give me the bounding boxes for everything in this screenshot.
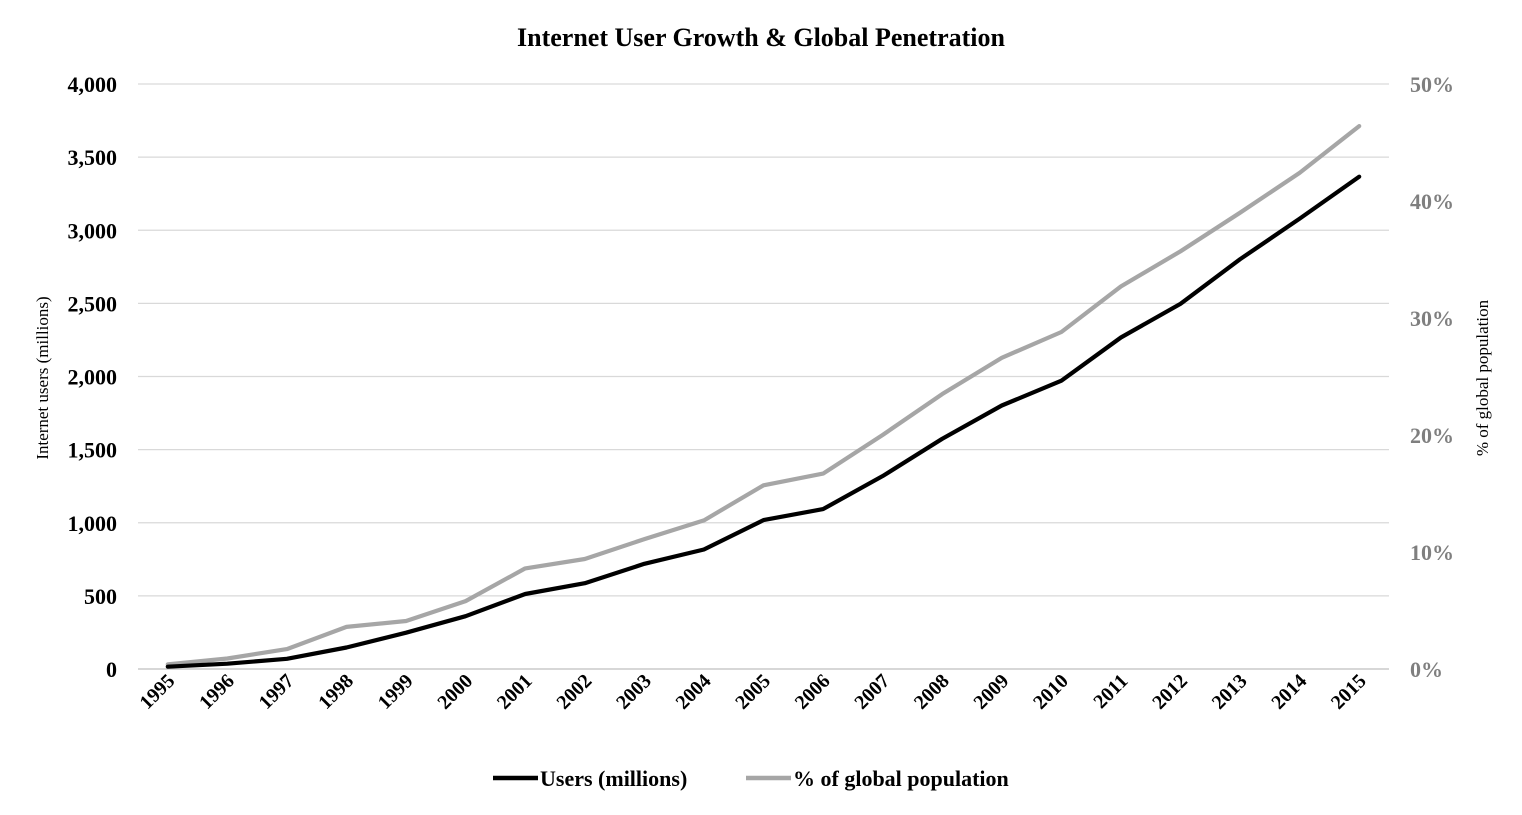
x-tick-label: 2002 bbox=[552, 670, 596, 714]
x-tick-label: 2015 bbox=[1327, 670, 1371, 714]
x-tick-label: 2006 bbox=[791, 670, 835, 714]
x-tick-label: 2004 bbox=[672, 670, 716, 714]
left-axis-label: Internet users (millions) bbox=[33, 296, 52, 459]
left-tick-label: 1,500 bbox=[68, 438, 118, 463]
right-tick-label: 50% bbox=[1410, 72, 1454, 97]
x-tick-label: 1999 bbox=[374, 670, 418, 714]
right-tick-label: 30% bbox=[1410, 306, 1454, 331]
left-tick-label: 0 bbox=[106, 657, 117, 682]
right-tick-label: 20% bbox=[1410, 423, 1454, 448]
x-tick-label: 2011 bbox=[1089, 670, 1132, 713]
x-tick-label: 2013 bbox=[1208, 670, 1252, 714]
x-tick-label: 1995 bbox=[135, 670, 179, 714]
x-axis-ticks: 1995 1996 1997 1998 1999 2000 2001 2002 2003 2004… bbox=[135, 670, 1370, 714]
x-tick-label: 2000 bbox=[433, 670, 477, 714]
x-tick-label: 2010 bbox=[1029, 670, 1073, 714]
left-tick-label: 500 bbox=[84, 584, 117, 609]
x-tick-label: 2012 bbox=[1148, 670, 1192, 714]
right-tick-label: 10% bbox=[1410, 540, 1454, 565]
right-axis-label: % of global population bbox=[1473, 299, 1492, 456]
left-axis-ticks: 0 500 1,000 1,500 2,000 2,500 3,000 3,500 4,000 bbox=[68, 72, 118, 682]
legend-label-users: Users (millions) bbox=[540, 766, 687, 791]
legend-label-penetration: % of global population bbox=[793, 766, 1009, 791]
gridlines bbox=[138, 83, 1389, 670]
x-tick-label: 1997 bbox=[255, 670, 299, 714]
right-tick-label: 40% bbox=[1410, 189, 1454, 214]
x-tick-label: 2009 bbox=[969, 670, 1013, 714]
x-tick-label: 1998 bbox=[314, 670, 358, 714]
x-tick-label: 2008 bbox=[910, 670, 954, 714]
series-line-users bbox=[165, 174, 1362, 669]
series-lines bbox=[165, 123, 1362, 669]
x-tick-label: 2001 bbox=[493, 670, 537, 714]
left-tick-label: 1,000 bbox=[68, 511, 118, 536]
x-tick-label: 2007 bbox=[850, 670, 894, 714]
left-tick-label: 4,000 bbox=[68, 72, 118, 97]
x-tick-label: 2003 bbox=[612, 670, 656, 714]
chart-title: Internet User Growth & Global Penetratio… bbox=[517, 23, 1005, 52]
left-tick-label: 2,500 bbox=[68, 291, 118, 316]
legend: Users (millions) % of global population bbox=[493, 766, 1009, 791]
x-tick-label: 1996 bbox=[195, 670, 239, 714]
left-tick-label: 2,000 bbox=[68, 365, 118, 390]
x-tick-label: 2014 bbox=[1267, 670, 1311, 714]
left-tick-label: 3,000 bbox=[68, 218, 118, 243]
right-axis-ticks: 0% 10% 20% 30% 40% 50% bbox=[1410, 72, 1454, 682]
right-tick-label: 0% bbox=[1410, 657, 1443, 682]
left-tick-label: 3,500 bbox=[68, 145, 118, 170]
x-tick-label: 2005 bbox=[731, 670, 775, 714]
series-line-penetration bbox=[165, 123, 1362, 667]
